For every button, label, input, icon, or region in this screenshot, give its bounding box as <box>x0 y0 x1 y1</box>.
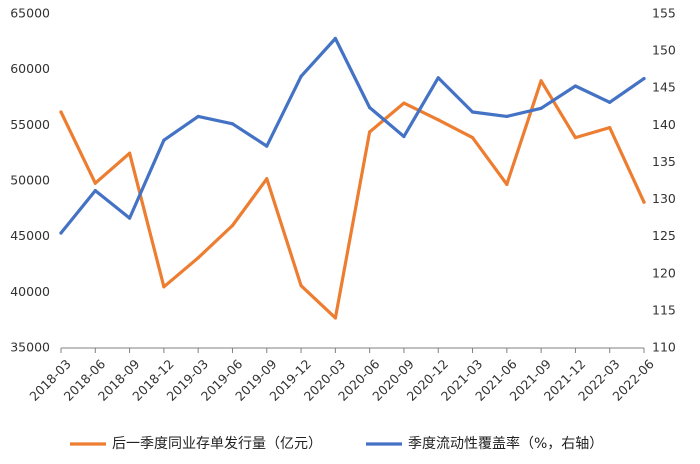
data-point <box>608 125 612 130</box>
data-point <box>505 114 509 119</box>
data-point <box>299 284 303 288</box>
data-point <box>299 74 303 78</box>
y-right-tick-label: 115 <box>652 302 676 317</box>
y-right-tick-label: 110 <box>652 340 676 355</box>
data-point <box>162 138 166 142</box>
data-point <box>93 189 97 193</box>
data-point <box>230 122 235 126</box>
y-right-tick-label: 130 <box>652 191 676 206</box>
y-right-tick-label: 145 <box>652 80 676 95</box>
y-right-tick-label: 135 <box>652 154 676 169</box>
data-point <box>162 285 166 289</box>
y-left-tick-label: 65000 <box>10 6 50 21</box>
data-point <box>196 256 200 260</box>
data-point <box>573 84 578 88</box>
data-point <box>436 118 440 122</box>
y-left-tick-label: 35000 <box>10 340 50 355</box>
data-point <box>127 151 132 155</box>
y-right-tick-label: 155 <box>652 6 676 21</box>
data-point <box>59 110 63 114</box>
data-point <box>368 130 372 134</box>
data-point <box>573 135 578 140</box>
legend-label: 后一季度同业存单发行量（亿元） <box>112 436 322 452</box>
y-left-tick-label: 55000 <box>10 117 50 132</box>
y-right-tick-label: 150 <box>652 43 676 58</box>
data-point <box>539 106 543 110</box>
data-point <box>333 36 337 41</box>
data-point <box>470 135 475 140</box>
y-left-tick-label: 60000 <box>10 61 50 76</box>
data-point <box>402 101 406 105</box>
data-point <box>642 76 646 81</box>
data-point <box>470 110 475 114</box>
data-point <box>265 144 269 148</box>
y-right-tick-label: 140 <box>652 117 676 132</box>
data-point <box>59 231 63 235</box>
series-line-issuance <box>59 79 646 320</box>
data-point <box>436 76 440 80</box>
data-point <box>505 182 509 186</box>
data-point <box>402 134 406 139</box>
y-left-tick-label: 40000 <box>10 284 50 299</box>
data-point <box>368 105 372 110</box>
y-right-tick-label: 120 <box>652 265 676 280</box>
data-point <box>196 114 200 119</box>
data-point <box>93 181 97 185</box>
data-point <box>642 200 646 204</box>
data-point <box>333 316 337 320</box>
data-point <box>539 79 543 83</box>
series-line-lcr <box>59 36 646 235</box>
data-point <box>127 216 132 220</box>
data-point <box>230 223 235 228</box>
y-right-tick-label: 125 <box>652 228 676 243</box>
y-left-tick-label: 45000 <box>10 228 50 243</box>
legend-label: 季度流动性覆盖率（%，右轴） <box>408 435 603 452</box>
y-left-tick-label: 50000 <box>10 173 50 188</box>
data-point <box>265 177 269 181</box>
data-point <box>608 100 612 104</box>
